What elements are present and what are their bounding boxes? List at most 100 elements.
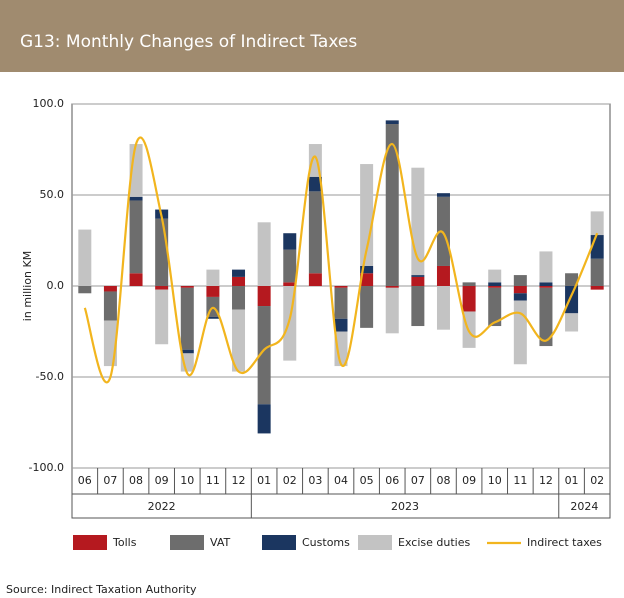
y-tick-label: -50.0 — [36, 370, 64, 383]
x-tick-label: 12 — [539, 474, 553, 487]
x-tick-label: 12 — [232, 474, 246, 487]
bar-segment — [308, 176, 322, 192]
year-label: 2023 — [391, 500, 419, 513]
bar-segment — [334, 318, 348, 332]
bar-segment — [513, 275, 527, 286]
legend-swatch — [170, 535, 204, 550]
bar-segment — [539, 287, 553, 347]
bar-segment — [308, 273, 322, 286]
bar-segment — [232, 269, 246, 277]
x-tick-label: 10 — [180, 474, 194, 487]
year-label: 2022 — [148, 500, 176, 513]
x-tick-label: 11 — [513, 474, 527, 487]
bar-segment — [206, 286, 220, 297]
bar-segment — [488, 282, 502, 286]
legend-swatch — [73, 535, 107, 550]
bar-segment — [360, 286, 374, 328]
bar-segment — [539, 286, 553, 288]
bar-segment — [180, 287, 194, 350]
bar-segment — [565, 313, 579, 332]
y-tick-label: 100.0 — [33, 97, 65, 110]
legend-swatch — [358, 535, 392, 550]
bar-segment — [334, 287, 348, 319]
x-tick-label: 06 — [78, 474, 92, 487]
bar-segment — [206, 269, 220, 286]
x-tick-label: 06 — [385, 474, 399, 487]
bar-segment — [360, 265, 374, 274]
bar-segment — [411, 275, 425, 277]
x-tick-label: 01 — [257, 474, 271, 487]
bar-segment — [232, 286, 246, 310]
x-tick-label: 07 — [411, 474, 425, 487]
x-tick-label: 08 — [129, 474, 143, 487]
x-tick-label: 05 — [360, 474, 374, 487]
x-tick-label: 02 — [283, 474, 297, 487]
legend-label: Customs — [302, 536, 350, 549]
legend-label: Excise duties — [398, 536, 470, 549]
bar-segment — [488, 286, 502, 288]
x-tick-label: 09 — [155, 474, 169, 487]
bar-segment — [590, 258, 604, 286]
bar-segment — [513, 293, 527, 301]
bar-segment — [257, 286, 271, 307]
bar-segment — [334, 331, 348, 367]
bar-segment — [257, 306, 271, 405]
bar-segment — [360, 273, 374, 286]
bar-segment — [155, 289, 169, 345]
y-tick-label: 0.0 — [47, 279, 65, 292]
bar-segment — [462, 282, 476, 286]
bar-segment — [129, 196, 143, 201]
bar-segment — [129, 273, 143, 286]
bar-segment — [78, 286, 92, 294]
legend-swatch — [262, 535, 296, 550]
y-axis-label: in million KM — [21, 251, 34, 321]
bar-segment — [232, 309, 246, 372]
bar-segment — [436, 265, 450, 286]
legend-label: Tolls — [112, 536, 137, 549]
bar-segment — [155, 286, 169, 290]
bar-segment — [411, 286, 425, 327]
bar-segment — [436, 193, 450, 197]
bar-segment — [539, 282, 553, 286]
bar-segment — [334, 286, 348, 288]
bar-segment — [385, 120, 399, 125]
bar-segment — [385, 287, 399, 334]
bar-segment — [257, 222, 271, 286]
bar-segment — [232, 276, 246, 286]
year-label: 2024 — [570, 500, 598, 513]
y-tick-label: 50.0 — [40, 188, 65, 201]
bar-segment — [385, 124, 399, 287]
bar-segment — [283, 233, 297, 250]
bar-segment — [436, 286, 450, 330]
bar-segment — [565, 286, 579, 314]
y-tick-label: -100.0 — [29, 461, 64, 474]
header-bar — [0, 0, 624, 72]
bar-segment — [411, 276, 425, 286]
x-tick-label: 04 — [334, 474, 348, 487]
bar-segment — [565, 273, 579, 286]
chart-title: G13: Monthly Changes of Indirect Taxes — [20, 32, 357, 52]
legend-label: Indirect taxes — [527, 536, 602, 549]
bar-segment — [257, 404, 271, 434]
x-tick-label: 08 — [436, 474, 450, 487]
bar-segment — [436, 196, 450, 266]
bar-segment — [129, 200, 143, 274]
bar-segment — [103, 286, 117, 292]
bar-segment — [385, 286, 399, 288]
x-tick-label: 07 — [103, 474, 117, 487]
bar-segment — [78, 229, 92, 286]
line-series — [83, 136, 599, 384]
x-tick-label: 03 — [308, 474, 322, 487]
bar-segment — [539, 251, 553, 283]
bar-segment — [308, 191, 322, 274]
x-tick-label: 02 — [590, 474, 604, 487]
bar-segment — [360, 164, 374, 266]
source-note: Source: Indirect Taxation Authority — [6, 583, 197, 596]
bar-segment — [513, 286, 527, 294]
x-tick-label: 01 — [565, 474, 579, 487]
legend-label: VAT — [210, 536, 230, 549]
bar-segment — [488, 269, 502, 283]
bar-segment — [462, 286, 476, 312]
bar-segment — [590, 286, 604, 290]
